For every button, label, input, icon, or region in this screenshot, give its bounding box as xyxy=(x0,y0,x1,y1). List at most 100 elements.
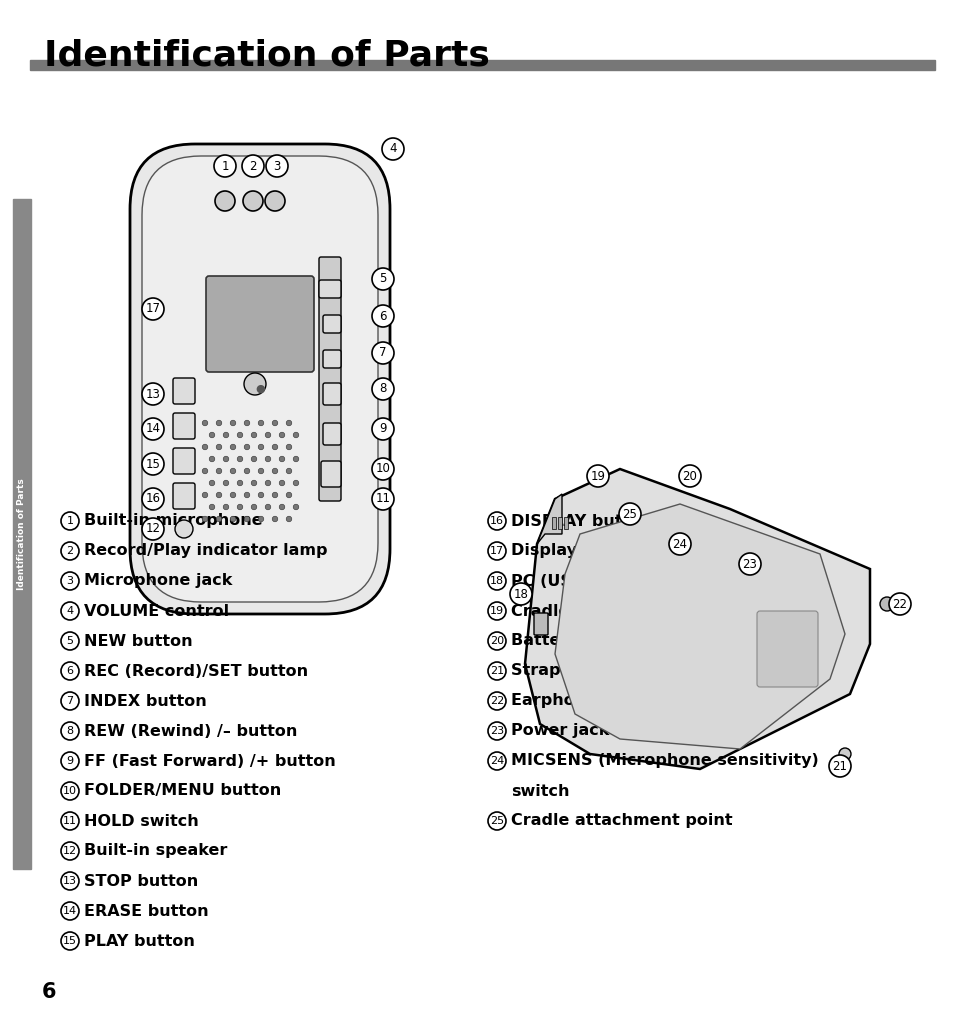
Text: 6: 6 xyxy=(379,309,386,323)
Text: ●: ● xyxy=(254,384,265,394)
Circle shape xyxy=(202,444,208,450)
Text: PLAY button: PLAY button xyxy=(84,934,194,948)
Circle shape xyxy=(272,493,277,498)
Circle shape xyxy=(510,583,532,605)
Circle shape xyxy=(272,420,277,426)
Text: 12: 12 xyxy=(146,522,160,536)
Text: DISPLAY button: DISPLAY button xyxy=(511,513,652,528)
Text: 15: 15 xyxy=(63,936,77,946)
Text: Record/Play indicator lamp: Record/Play indicator lamp xyxy=(84,544,327,558)
Text: 6: 6 xyxy=(67,666,73,676)
Circle shape xyxy=(279,504,285,510)
Circle shape xyxy=(488,722,505,740)
Circle shape xyxy=(279,480,285,485)
Circle shape xyxy=(61,932,79,950)
Circle shape xyxy=(265,504,271,510)
Text: Cradle attachment point: Cradle attachment point xyxy=(511,813,732,828)
Text: 6: 6 xyxy=(42,982,56,1002)
FancyBboxPatch shape xyxy=(172,413,194,439)
Circle shape xyxy=(202,420,208,426)
Circle shape xyxy=(230,444,235,450)
Circle shape xyxy=(372,268,394,290)
Polygon shape xyxy=(524,469,869,769)
Circle shape xyxy=(265,432,271,438)
Circle shape xyxy=(879,597,893,611)
FancyBboxPatch shape xyxy=(206,276,314,372)
Text: 16: 16 xyxy=(490,516,503,526)
Text: MICSENS (Microphone sensitivity): MICSENS (Microphone sensitivity) xyxy=(511,754,818,768)
Circle shape xyxy=(265,457,271,462)
FancyBboxPatch shape xyxy=(323,383,340,406)
Circle shape xyxy=(244,468,250,474)
Circle shape xyxy=(258,468,264,474)
FancyBboxPatch shape xyxy=(323,423,340,445)
Text: 17: 17 xyxy=(146,302,160,315)
Circle shape xyxy=(61,572,79,590)
Text: STOP button: STOP button xyxy=(84,873,198,889)
Circle shape xyxy=(61,602,79,620)
Circle shape xyxy=(372,342,394,364)
FancyBboxPatch shape xyxy=(318,280,340,298)
Text: switch: switch xyxy=(511,783,569,799)
Text: NEW button: NEW button xyxy=(84,634,193,648)
Circle shape xyxy=(230,493,235,498)
Text: 24: 24 xyxy=(672,538,687,551)
Text: REC (Record)/SET button: REC (Record)/SET button xyxy=(84,664,308,679)
Text: 5: 5 xyxy=(379,272,386,286)
Text: Identification of Parts: Identification of Parts xyxy=(17,478,27,590)
Text: 25: 25 xyxy=(490,816,503,826)
Text: 1: 1 xyxy=(221,160,229,172)
Circle shape xyxy=(242,155,264,177)
Text: 13: 13 xyxy=(63,876,77,886)
Circle shape xyxy=(142,453,164,475)
Text: 10: 10 xyxy=(63,786,77,796)
Circle shape xyxy=(61,782,79,800)
Text: Built-in microphone: Built-in microphone xyxy=(84,513,262,528)
Circle shape xyxy=(286,420,292,426)
FancyBboxPatch shape xyxy=(172,483,194,509)
Circle shape xyxy=(142,418,164,440)
FancyBboxPatch shape xyxy=(318,257,340,501)
Circle shape xyxy=(61,662,79,680)
Circle shape xyxy=(888,593,910,615)
Circle shape xyxy=(237,432,243,438)
Circle shape xyxy=(209,504,214,510)
Text: 3: 3 xyxy=(67,575,73,586)
Polygon shape xyxy=(555,504,844,749)
Circle shape xyxy=(61,842,79,860)
Text: Earphone jack: Earphone jack xyxy=(511,693,639,709)
Circle shape xyxy=(223,432,229,438)
Circle shape xyxy=(286,493,292,498)
FancyBboxPatch shape xyxy=(142,156,377,602)
Circle shape xyxy=(237,457,243,462)
Text: INDEX button: INDEX button xyxy=(84,693,207,709)
FancyBboxPatch shape xyxy=(323,315,340,333)
Polygon shape xyxy=(537,494,561,544)
Circle shape xyxy=(251,457,256,462)
Text: ERASE button: ERASE button xyxy=(84,903,209,919)
Circle shape xyxy=(739,553,760,575)
Circle shape xyxy=(251,504,256,510)
Circle shape xyxy=(488,812,505,830)
Bar xyxy=(13,199,30,869)
Text: 2: 2 xyxy=(67,546,73,556)
Text: 10: 10 xyxy=(375,463,390,475)
Circle shape xyxy=(265,191,285,211)
Circle shape xyxy=(142,518,164,540)
Circle shape xyxy=(230,420,235,426)
Circle shape xyxy=(286,444,292,450)
Circle shape xyxy=(243,191,263,211)
Circle shape xyxy=(488,752,505,770)
Circle shape xyxy=(372,378,394,400)
Bar xyxy=(558,517,561,529)
Circle shape xyxy=(209,480,214,485)
Text: 19: 19 xyxy=(490,606,503,616)
Text: 1: 1 xyxy=(67,516,73,526)
Text: 24: 24 xyxy=(489,756,503,766)
Circle shape xyxy=(61,632,79,650)
Circle shape xyxy=(214,191,234,211)
Circle shape xyxy=(244,516,250,522)
Circle shape xyxy=(209,457,214,462)
Circle shape xyxy=(372,458,394,480)
Text: 23: 23 xyxy=(490,726,503,736)
